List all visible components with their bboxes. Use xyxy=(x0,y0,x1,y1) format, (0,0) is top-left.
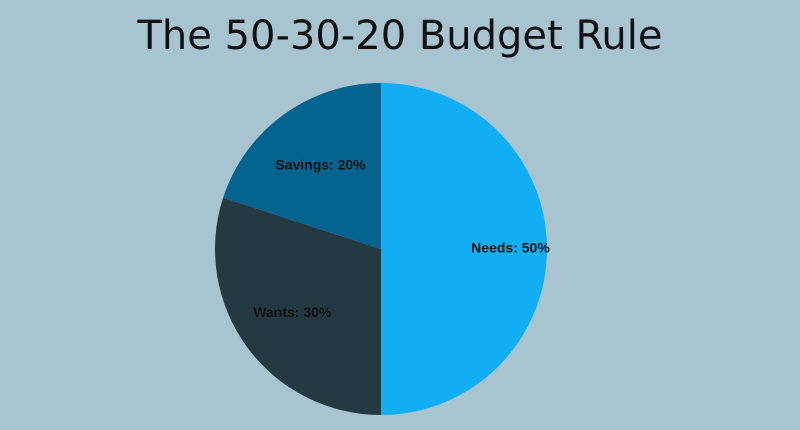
slice-label-wants: Wants: 30% xyxy=(253,304,332,320)
slice-label-needs: Needs: 50% xyxy=(471,240,550,256)
pie-slice-savings xyxy=(223,83,381,249)
chart-title: The 50-30-20 Budget Rule xyxy=(137,13,663,59)
pie-slices xyxy=(214,83,547,415)
pie-slice-wants xyxy=(214,197,381,415)
slice-label-savings: Savings: 20% xyxy=(275,156,366,172)
pie-labels: Needs: 50% Wants: 30% Savings: 20% xyxy=(253,156,550,320)
pie-slice-needs xyxy=(381,83,547,415)
